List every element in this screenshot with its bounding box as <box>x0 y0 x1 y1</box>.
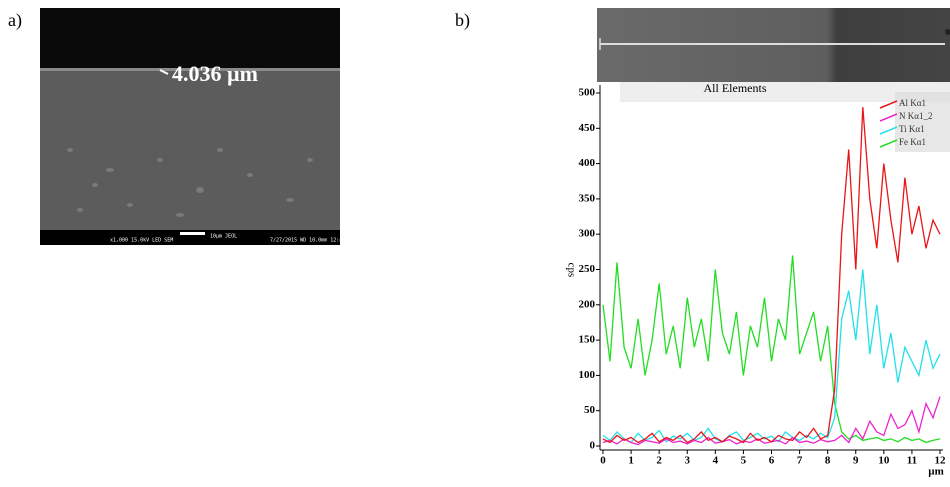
legend-label: Fe Kα1 <box>899 137 926 147</box>
measurement: 4.036 µm <box>172 61 258 86</box>
legend-swatch <box>879 126 898 135</box>
legend-swatch <box>879 113 898 122</box>
sem-image-a <box>40 8 340 245</box>
x-tick-label: 10 <box>878 455 890 467</box>
y-tick-label: 0 <box>590 440 596 452</box>
data-line <box>602 107 941 444</box>
data-line <box>602 396 941 446</box>
y-tick-label: 300 <box>579 228 596 240</box>
x-tick-label: 9 <box>853 455 859 467</box>
x-tick-label: 5 <box>741 455 747 467</box>
x-tick-label: 11 <box>907 455 917 467</box>
x-axis-label: µm <box>928 466 944 478</box>
x-tick-label: 12 <box>935 455 947 467</box>
chart-title: All Elements <box>704 81 767 95</box>
sem-info: 7/27/2015 WD 10.0mm 12:46:46 <box>270 238 354 244</box>
y-tick-label: 450 <box>579 122 596 134</box>
data-line <box>602 269 941 444</box>
legend-box <box>895 92 950 152</box>
x-tick-label: 6 <box>769 455 775 467</box>
y-tick-label: 250 <box>579 263 596 275</box>
y-tick-label: 400 <box>579 157 596 169</box>
sem-image-b <box>597 8 950 82</box>
y-tick-label: 200 <box>579 298 596 310</box>
legend-label: Ti Kα1 <box>899 124 925 134</box>
legend-swatch <box>879 139 898 148</box>
legend-label: Al Kα1 <box>899 98 926 108</box>
x-tick-label: 0 <box>600 455 606 467</box>
x-tick-label: 3 <box>685 455 691 467</box>
x-tick-label: 2 <box>656 455 662 467</box>
panel-label: b) <box>455 10 470 31</box>
x-tick-label: 1 <box>628 455 634 467</box>
y-tick-label: 100 <box>579 369 596 381</box>
data-line <box>602 255 941 444</box>
x-tick-label: 8 <box>825 455 831 467</box>
panel-label: a) <box>8 10 22 31</box>
legend-label: N Kα1_2 <box>899 111 932 121</box>
legend-swatch <box>879 100 898 109</box>
y-tick-label: 50 <box>584 404 596 416</box>
y-tick-label: 150 <box>579 334 596 346</box>
chart-header-band <box>620 82 950 102</box>
y-tick-label: 500 <box>579 87 596 99</box>
y-tick-label: 350 <box>579 192 596 204</box>
sem-info: x1,000 15.0kV LED SEM <box>110 238 173 244</box>
sem-info: 10µm JEOL <box>210 234 237 240</box>
x-tick-label: 7 <box>797 455 803 467</box>
x-tick-label: 4 <box>713 455 719 467</box>
y-axis-label: cps <box>565 263 577 278</box>
